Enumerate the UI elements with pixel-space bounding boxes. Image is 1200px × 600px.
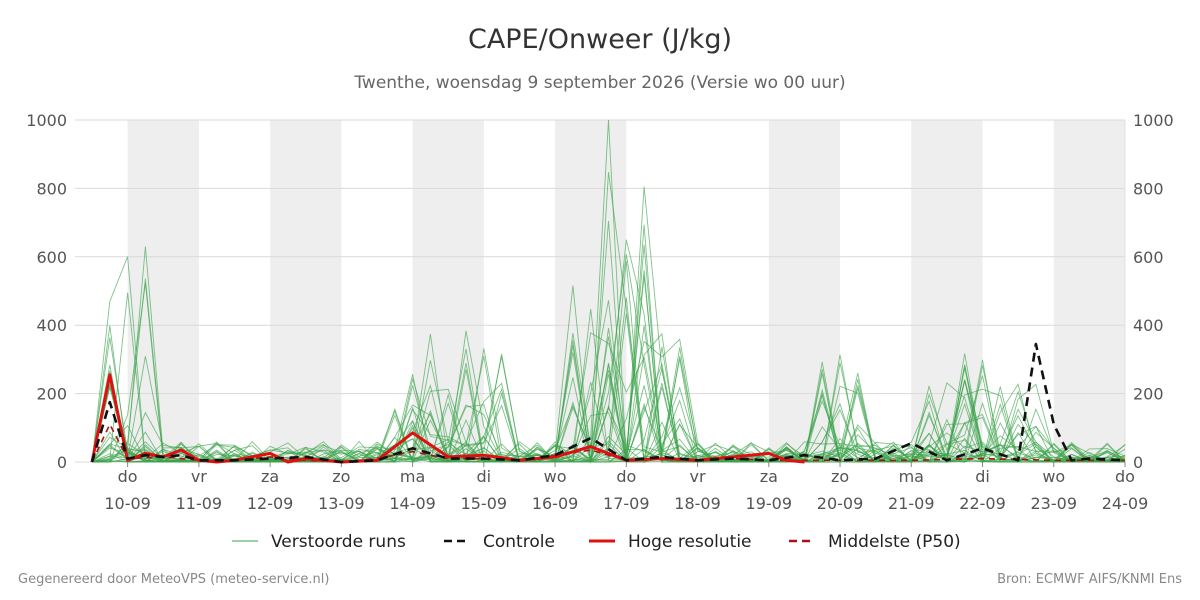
x-tick-date: 21-09 xyxy=(888,494,935,513)
y-tick-label-left: 1000 xyxy=(26,111,67,130)
legend-label: Verstoorde runs xyxy=(271,532,406,552)
x-tick-date: 24-09 xyxy=(1102,494,1149,513)
x-tick-date: 23-09 xyxy=(1031,494,1078,513)
y-tick-label-left: 400 xyxy=(36,316,67,335)
x-tick-day: di xyxy=(477,467,492,486)
ensemble-run-line xyxy=(91,333,1126,463)
y-tick-label-left: 600 xyxy=(36,248,67,267)
x-tick-date: 15-09 xyxy=(461,494,508,513)
x-tick-date: 19-09 xyxy=(746,494,793,513)
day-band xyxy=(127,120,199,462)
x-tick-date: 17-09 xyxy=(603,494,650,513)
x-tick-day: do xyxy=(118,467,138,486)
x-tick-day: wo xyxy=(544,467,567,486)
x-tick-date: 12-09 xyxy=(247,494,294,513)
x-tick-day: di xyxy=(975,467,990,486)
x-tick-day: wo xyxy=(1042,467,1065,486)
ensemble-run-line xyxy=(91,119,1126,464)
x-tick-date: 22-09 xyxy=(959,494,1006,513)
footer-source: Bron: ECMWF AIFS/KNMI Ens xyxy=(997,572,1182,587)
y-tick-label-right: 800 xyxy=(1133,179,1164,198)
y-tick-label-right: 600 xyxy=(1133,248,1164,267)
day-band xyxy=(412,120,484,462)
y-tick-label-right: 1000 xyxy=(1133,111,1174,130)
chart-subtitle: Twenthe, woensdag 9 september 2026 (Vers… xyxy=(354,73,846,93)
y-tick-label-left: 800 xyxy=(36,179,67,198)
ensemble-run-line xyxy=(91,220,1126,463)
footer-generator: Gegenereerd door MeteoVPS (meteo-service… xyxy=(18,572,330,587)
x-tick-date: 18-09 xyxy=(674,494,721,513)
x-tick-day: do xyxy=(616,467,636,486)
chart-title: CAPE/Onweer (J/kg) xyxy=(467,24,732,55)
x-tick-day: zo xyxy=(831,467,849,486)
day-band xyxy=(270,120,342,462)
x-tick-day: za xyxy=(261,467,279,486)
series-line-controle xyxy=(90,342,1126,464)
y-tick-label-right: 0 xyxy=(1133,453,1143,472)
x-tick-day: vr xyxy=(690,467,706,486)
legend-label: Hoge resolutie xyxy=(628,532,752,552)
legend-label: Middelste (P50) xyxy=(828,532,961,552)
x-tick-date: 10-09 xyxy=(104,494,151,513)
x-tick-date: 14-09 xyxy=(389,494,436,513)
x-tick-day: zo xyxy=(332,467,350,486)
x-tick-day: vr xyxy=(191,467,207,486)
y-tick-label-left: 0 xyxy=(57,453,67,472)
x-tick-date: 20-09 xyxy=(817,494,864,513)
x-tick-date: 11-09 xyxy=(176,494,223,513)
x-tick-day: ma xyxy=(400,467,425,486)
y-tick-label-right: 400 xyxy=(1133,316,1164,335)
y-tick-label-right: 200 xyxy=(1133,385,1164,404)
x-tick-date: 16-09 xyxy=(532,494,579,513)
x-tick-day: do xyxy=(1115,467,1135,486)
x-tick-day: ma xyxy=(899,467,924,486)
legend-label: Controle xyxy=(483,532,555,552)
day-band xyxy=(1053,120,1125,462)
x-tick-date: 13-09 xyxy=(318,494,365,513)
x-tick-day: za xyxy=(760,467,778,486)
y-tick-label-left: 200 xyxy=(36,385,67,404)
